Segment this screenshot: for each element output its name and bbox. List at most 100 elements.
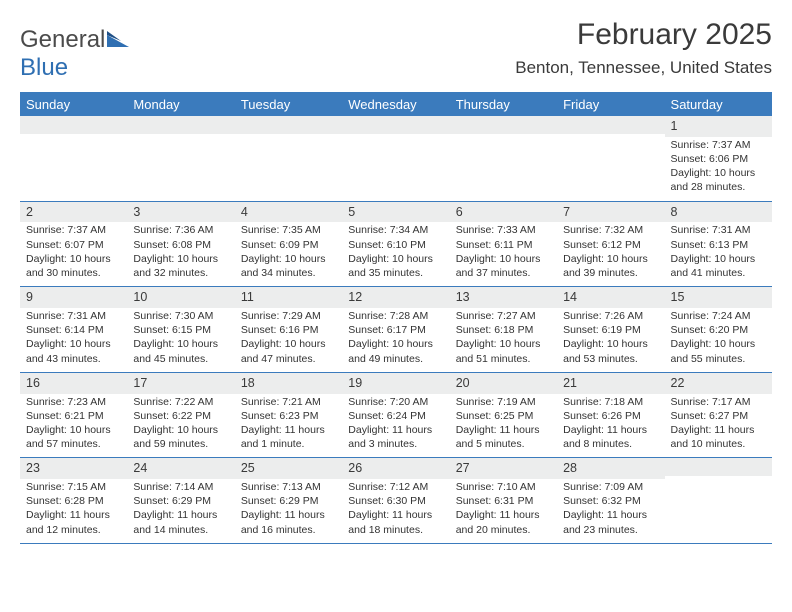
day-body: Sunrise: 7:18 AMSunset: 6:26 PMDaylight:…	[557, 394, 664, 458]
day-body	[127, 134, 234, 141]
weekday-header-cell: Thursday	[450, 93, 557, 116]
day-body	[450, 134, 557, 141]
day-body: Sunrise: 7:30 AMSunset: 6:15 PMDaylight:…	[127, 308, 234, 372]
sunset-line: Sunset: 6:10 PM	[348, 238, 443, 252]
daylight-line-1: Daylight: 10 hours	[671, 252, 766, 266]
day-cell	[342, 116, 449, 201]
sunrise-line: Sunrise: 7:27 AM	[456, 309, 551, 323]
sunset-line: Sunset: 6:12 PM	[563, 238, 658, 252]
day-cell: 21Sunrise: 7:18 AMSunset: 6:26 PMDayligh…	[557, 373, 664, 458]
day-cell: 2Sunrise: 7:37 AMSunset: 6:07 PMDaylight…	[20, 202, 127, 287]
sunrise-line: Sunrise: 7:10 AM	[456, 480, 551, 494]
sunset-line: Sunset: 6:30 PM	[348, 494, 443, 508]
daylight-line-1: Daylight: 10 hours	[671, 166, 766, 180]
sunrise-line: Sunrise: 7:09 AM	[563, 480, 658, 494]
day-number: 21	[557, 373, 664, 394]
weekday-header-cell: Sunday	[20, 93, 127, 116]
day-number: 26	[342, 458, 449, 479]
calendar-grid: SundayMondayTuesdayWednesdayThursdayFrid…	[20, 92, 772, 544]
daylight-line-2: and 18 minutes.	[348, 523, 443, 537]
weekday-header-row: SundayMondayTuesdayWednesdayThursdayFrid…	[20, 93, 772, 116]
day-cell: 27Sunrise: 7:10 AMSunset: 6:31 PMDayligh…	[450, 458, 557, 543]
daylight-line-1: Daylight: 10 hours	[26, 423, 121, 437]
day-cell: 24Sunrise: 7:14 AMSunset: 6:29 PMDayligh…	[127, 458, 234, 543]
sunset-line: Sunset: 6:08 PM	[133, 238, 228, 252]
sunrise-line: Sunrise: 7:19 AM	[456, 395, 551, 409]
day-number: 27	[450, 458, 557, 479]
day-number: 25	[235, 458, 342, 479]
day-number	[450, 116, 557, 134]
day-number: 22	[665, 373, 772, 394]
daylight-line-1: Daylight: 11 hours	[133, 508, 228, 522]
calendar-page: General Blue February 2025 Benton, Tenne…	[0, 0, 792, 612]
day-cell	[557, 116, 664, 201]
day-number	[235, 116, 342, 134]
weekday-header-cell: Tuesday	[235, 93, 342, 116]
day-cell: 3Sunrise: 7:36 AMSunset: 6:08 PMDaylight…	[127, 202, 234, 287]
day-number: 24	[127, 458, 234, 479]
daylight-line-2: and 30 minutes.	[26, 266, 121, 280]
day-body: Sunrise: 7:21 AMSunset: 6:23 PMDaylight:…	[235, 394, 342, 458]
weekday-header-cell: Saturday	[665, 93, 772, 116]
day-number: 23	[20, 458, 127, 479]
day-cell: 1Sunrise: 7:37 AMSunset: 6:06 PMDaylight…	[665, 116, 772, 201]
day-body	[665, 476, 772, 483]
month-title: February 2025	[515, 18, 772, 52]
sunrise-line: Sunrise: 7:23 AM	[26, 395, 121, 409]
flag-icon	[107, 26, 129, 54]
day-number	[20, 116, 127, 134]
day-number: 4	[235, 202, 342, 223]
day-body: Sunrise: 7:31 AMSunset: 6:13 PMDaylight:…	[665, 222, 772, 286]
sunset-line: Sunset: 6:29 PM	[241, 494, 336, 508]
daylight-line-2: and 10 minutes.	[671, 437, 766, 451]
day-number: 3	[127, 202, 234, 223]
day-number: 20	[450, 373, 557, 394]
day-body: Sunrise: 7:15 AMSunset: 6:28 PMDaylight:…	[20, 479, 127, 543]
daylight-line-2: and 14 minutes.	[133, 523, 228, 537]
day-body: Sunrise: 7:37 AMSunset: 6:07 PMDaylight:…	[20, 222, 127, 286]
daylight-line-2: and 28 minutes.	[671, 180, 766, 194]
daylight-line-1: Daylight: 10 hours	[241, 337, 336, 351]
weekday-header-cell: Monday	[127, 93, 234, 116]
day-body: Sunrise: 7:13 AMSunset: 6:29 PMDaylight:…	[235, 479, 342, 543]
sunrise-line: Sunrise: 7:21 AM	[241, 395, 336, 409]
day-number: 15	[665, 287, 772, 308]
sunset-line: Sunset: 6:20 PM	[671, 323, 766, 337]
day-body: Sunrise: 7:26 AMSunset: 6:19 PMDaylight:…	[557, 308, 664, 372]
day-body: Sunrise: 7:35 AMSunset: 6:09 PMDaylight:…	[235, 222, 342, 286]
daylight-line-2: and 59 minutes.	[133, 437, 228, 451]
daylight-line-1: Daylight: 10 hours	[133, 252, 228, 266]
sunset-line: Sunset: 6:21 PM	[26, 409, 121, 423]
sunrise-line: Sunrise: 7:13 AM	[241, 480, 336, 494]
sunrise-line: Sunrise: 7:28 AM	[348, 309, 443, 323]
day-body	[342, 134, 449, 141]
day-cell: 26Sunrise: 7:12 AMSunset: 6:30 PMDayligh…	[342, 458, 449, 543]
sunrise-line: Sunrise: 7:26 AM	[563, 309, 658, 323]
sunset-line: Sunset: 6:17 PM	[348, 323, 443, 337]
sunset-line: Sunset: 6:26 PM	[563, 409, 658, 423]
day-number: 16	[20, 373, 127, 394]
daylight-line-2: and 23 minutes.	[563, 523, 658, 537]
sunrise-line: Sunrise: 7:29 AM	[241, 309, 336, 323]
day-cell	[20, 116, 127, 201]
daylight-line-2: and 32 minutes.	[133, 266, 228, 280]
day-body: Sunrise: 7:09 AMSunset: 6:32 PMDaylight:…	[557, 479, 664, 543]
day-body: Sunrise: 7:34 AMSunset: 6:10 PMDaylight:…	[342, 222, 449, 286]
week-row: 9Sunrise: 7:31 AMSunset: 6:14 PMDaylight…	[20, 287, 772, 373]
sunset-line: Sunset: 6:13 PM	[671, 238, 766, 252]
day-cell	[235, 116, 342, 201]
day-number: 8	[665, 202, 772, 223]
daylight-line-1: Daylight: 10 hours	[456, 252, 551, 266]
location-text: Benton, Tennessee, United States	[515, 58, 772, 78]
day-body: Sunrise: 7:32 AMSunset: 6:12 PMDaylight:…	[557, 222, 664, 286]
sunrise-line: Sunrise: 7:22 AM	[133, 395, 228, 409]
day-number: 13	[450, 287, 557, 308]
daylight-line-1: Daylight: 10 hours	[563, 337, 658, 351]
day-number	[665, 458, 772, 476]
day-body: Sunrise: 7:12 AMSunset: 6:30 PMDaylight:…	[342, 479, 449, 543]
day-cell: 11Sunrise: 7:29 AMSunset: 6:16 PMDayligh…	[235, 287, 342, 372]
daylight-line-2: and 8 minutes.	[563, 437, 658, 451]
daylight-line-1: Daylight: 11 hours	[348, 508, 443, 522]
day-body: Sunrise: 7:19 AMSunset: 6:25 PMDaylight:…	[450, 394, 557, 458]
daylight-line-1: Daylight: 10 hours	[671, 337, 766, 351]
